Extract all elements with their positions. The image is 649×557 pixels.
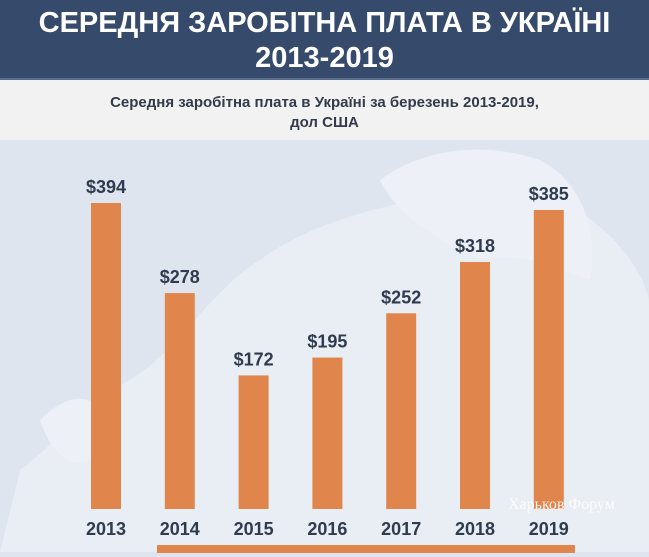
value-label-2018: $318	[455, 236, 495, 256]
value-label-2017: $252	[381, 287, 421, 307]
watermark: Харьков Форум	[508, 496, 615, 513]
x-tick-label-2015: 2015	[234, 519, 274, 539]
value-label-2013: $394	[86, 177, 126, 197]
x-tick-label-2013: 2013	[86, 519, 126, 539]
value-label-2019: $385	[529, 184, 569, 204]
chart-title-units: дол США	[290, 114, 359, 131]
bar-2013	[91, 203, 121, 509]
bar-2016	[312, 357, 343, 509]
x-tick-label-2014: 2014	[160, 519, 200, 539]
bottom-accent-bar	[157, 545, 575, 553]
header-banner: СЕРЕДНЯ ЗАРОБІТНА ПЛАТА В УКРАЇНІ 2013-2…	[0, 0, 649, 80]
page-title-line1: СЕРЕДНЯ ЗАРОБІТНА ПЛАТА В УКРАЇНІ	[38, 7, 611, 39]
value-label-2015: $172	[234, 349, 274, 369]
page-title-line2: 2013-2019	[255, 42, 394, 74]
bar-2019	[533, 209, 564, 509]
value-label-2016: $195	[307, 332, 347, 352]
x-tick-label-2019: 2019	[529, 519, 569, 539]
value-label-2014: $278	[160, 267, 200, 287]
x-tick-label-2017: 2017	[381, 519, 421, 539]
bar-2018	[460, 262, 490, 509]
bar-2015	[238, 375, 269, 509]
x-tick-label-2016: 2016	[307, 519, 347, 539]
bar-2017	[386, 313, 417, 509]
x-tick-label-2018: 2018	[455, 519, 495, 539]
bar-2014	[164, 293, 195, 509]
chart-title: Середня заробітна плата в Україні за бер…	[110, 94, 539, 111]
chart-subtitle-band: Середня заробітна плата в Україні за бер…	[0, 80, 649, 140]
